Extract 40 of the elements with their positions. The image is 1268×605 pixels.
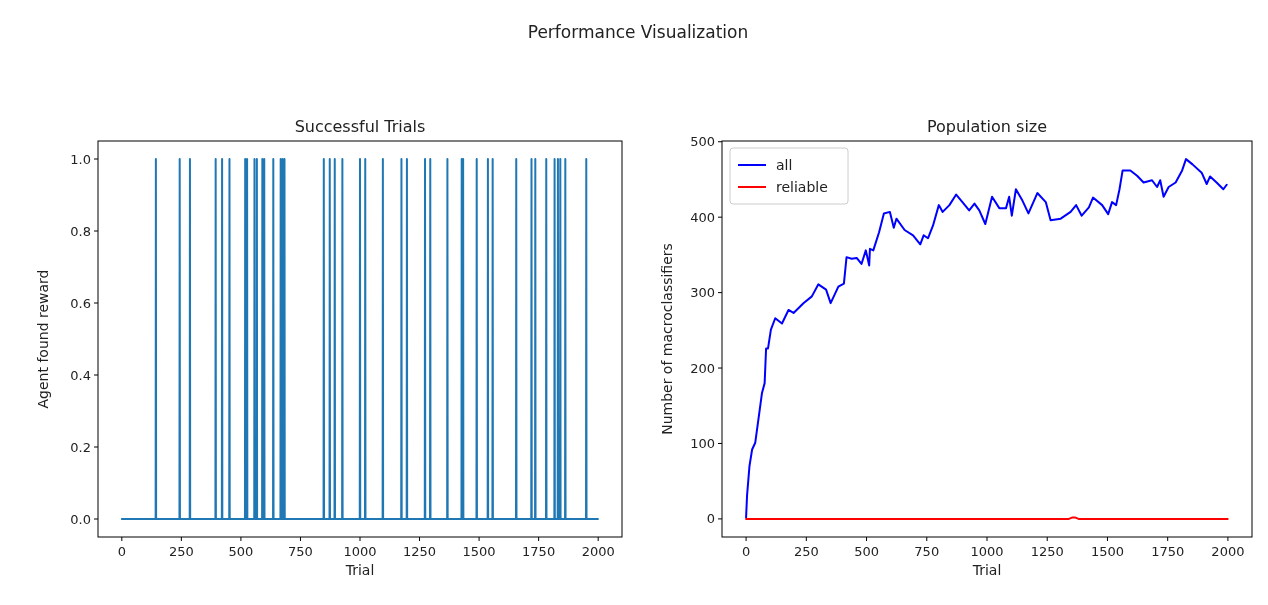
x-tick-label: 750	[914, 544, 940, 559]
x-tick-label: 750	[288, 544, 313, 559]
x-tick-label: 1000	[343, 544, 377, 559]
y-axis-title: Number of macroclassifiers	[659, 243, 675, 435]
x-tick-label: 0	[117, 544, 126, 559]
y-tick-label: 0.8	[70, 223, 91, 239]
x-axis-title: Trial	[344, 562, 375, 578]
x-tick-label: 500	[228, 544, 254, 559]
line-series	[745, 158, 1228, 519]
x-tick-label: 1750	[1151, 544, 1185, 559]
x-tick-label: 1500	[1090, 544, 1124, 559]
y-tick-label: 200	[690, 360, 715, 376]
y-tick-label: 1.0	[70, 151, 91, 167]
x-tick-label: 250	[168, 544, 194, 559]
y-tick-label: 300	[690, 285, 715, 301]
text: Performance Visualization	[527, 22, 749, 42]
y-tick-label: 100	[690, 436, 715, 452]
y-tick-label: 0.6	[70, 295, 91, 311]
x-tick-label: 250	[793, 544, 819, 559]
y-tick-label: 400	[690, 209, 715, 225]
x-tick-label: 1250	[403, 544, 437, 559]
x-tick-label: 1250	[1030, 544, 1064, 559]
y-tick-label: 0.0	[70, 511, 91, 527]
y-tick-label: 0.4	[70, 367, 91, 383]
x-tick-label: 2000	[581, 544, 615, 559]
y-tick-label: 0.2	[70, 439, 91, 455]
x-axis-title: Trial	[971, 562, 1002, 578]
x-tick-label: 2000	[1211, 544, 1245, 559]
y-tick-label: 0	[706, 511, 715, 527]
legend-label: reliable	[776, 179, 828, 195]
y-axis-title: Agent found reward	[35, 269, 51, 409]
chart-title: Population size	[926, 117, 1048, 136]
y-tick-label: 500	[690, 134, 715, 150]
x-tick-label: 500	[854, 544, 879, 559]
x-tick-label: 1500	[462, 544, 496, 559]
chart-title: Successful Trials	[294, 117, 426, 136]
x-tick-label: 1000	[970, 544, 1004, 559]
x-tick-label: 0	[741, 544, 751, 559]
x-tick-label: 1750	[522, 544, 556, 559]
legend-label: all	[776, 157, 793, 173]
